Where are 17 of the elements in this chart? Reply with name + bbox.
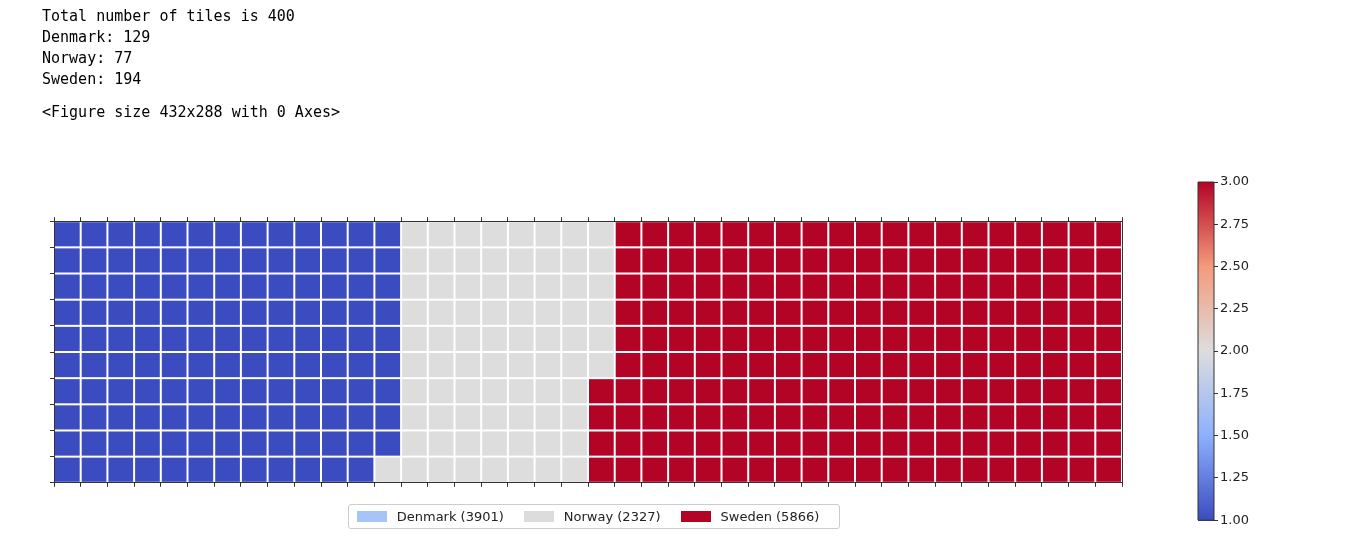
text: Denmark: 129 xyxy=(42,27,152,48)
color-bar-label: 2.00 xyxy=(1220,342,1249,358)
color-bar-label: 1.25 xyxy=(1220,469,1249,485)
color-bar-label: 3.00 xyxy=(1220,173,1249,189)
color-bar-label: 1.50 xyxy=(1220,427,1249,443)
color-bar-label: 2.25 xyxy=(1220,300,1249,316)
text: Total number of tiles is 400 xyxy=(42,6,296,27)
color-bar-label: 1.00 xyxy=(1220,511,1249,527)
color-bar-label: 2.75 xyxy=(1220,215,1249,231)
text: Sweden: 194 xyxy=(42,69,143,90)
text: Denmark (3901) xyxy=(396,509,504,524)
color-bar-label: 2.50 xyxy=(1220,257,1249,273)
text: Norway: 77 xyxy=(42,48,134,69)
text: <Figure size 432x288 with 0 Axes> xyxy=(42,102,341,123)
text: Norway (2327) xyxy=(563,509,661,524)
color-bar-label: 1.75 xyxy=(1220,384,1249,400)
text: Sweden (5866) xyxy=(720,509,820,524)
